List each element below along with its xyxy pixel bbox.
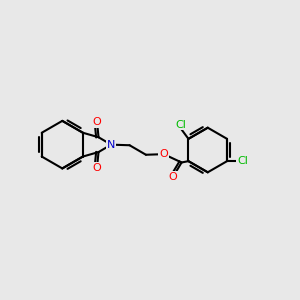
Text: O: O xyxy=(159,149,168,159)
Text: O: O xyxy=(93,117,101,127)
Text: O: O xyxy=(168,172,177,182)
Text: N: N xyxy=(107,140,115,150)
Text: Cl: Cl xyxy=(175,120,186,130)
Text: Cl: Cl xyxy=(237,156,248,166)
Text: O: O xyxy=(93,163,101,172)
